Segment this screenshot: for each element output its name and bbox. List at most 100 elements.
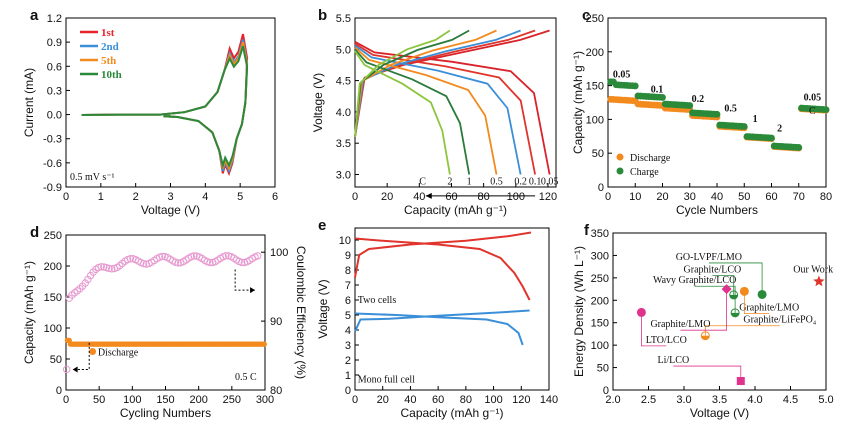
y-tick-label: 2	[345, 355, 351, 367]
data-point-Charge	[795, 144, 803, 151]
x-axis-label: Cycling Numbers	[120, 406, 211, 420]
discharge-curve-0.2	[354, 44, 522, 175]
mono-cell-charge	[354, 309, 530, 332]
y-tick-label: 3.5	[336, 138, 351, 150]
data-point-Charge	[659, 94, 666, 101]
series-label: Two cells	[358, 295, 397, 306]
leader-line	[641, 312, 667, 347]
y-tick-label: 7	[345, 280, 351, 292]
panel-f: 2.0 2.5 3.0 3.5 4.0 4.5 5.0 0 50 100 150 200 250 300 3…	[572, 222, 834, 420]
y-tick-label: 100	[44, 323, 62, 335]
x-axis-label: Cycle Numbers	[676, 203, 758, 217]
rate-label: 0.1	[651, 84, 664, 95]
x-tick-label: 4	[202, 191, 208, 203]
y-tick-label: 150	[44, 292, 62, 304]
data-point-half	[729, 294, 738, 299]
legend-label: Discharge	[630, 153, 671, 164]
y-tick-label: 6	[345, 295, 351, 307]
ce-point	[105, 264, 113, 273]
x-tick-label: 1	[98, 191, 104, 203]
y-tick-label: 250	[586, 13, 604, 25]
x-tick-label: 0	[352, 191, 358, 203]
y-axis-label: Voltage (V)	[311, 73, 325, 132]
x-tick-label: 200	[189, 394, 207, 406]
x-tick-label: 100	[123, 394, 141, 406]
x-tick-label: 3	[167, 191, 173, 203]
y-tick-label: 4.0	[336, 107, 351, 119]
arrow-head	[72, 366, 78, 373]
point-label: Graphite/LMO	[650, 319, 710, 330]
y-tick-label: 200	[591, 295, 609, 307]
rate-label: 0.05	[613, 69, 631, 80]
y-tick-label: 50	[597, 363, 609, 375]
y-tick-label: 3	[345, 340, 351, 352]
rate-label: 2	[777, 124, 782, 135]
y-axis-label: Capacity (mAh g⁻¹)	[571, 51, 585, 154]
legend-marker	[616, 153, 624, 161]
x-tick-label: 80	[820, 191, 832, 203]
leader-line	[712, 275, 735, 295]
x-tick-label: 120	[512, 394, 530, 406]
rate-label: 0.2	[514, 177, 527, 188]
rate-annotation: 0.5 C	[235, 372, 257, 383]
x-tick-label: 6	[272, 191, 278, 203]
x-tick-label: 2.5	[641, 394, 656, 406]
x-axis-label: Capacity (mAh g⁻¹)	[400, 406, 503, 420]
panel-a: 0 1 2 3 4 5 6 -0.9 -0.6 -0.3 0.0 0.3 0.6 0.9 1.2 Voltag…	[22, 7, 278, 217]
x-axis-label: Voltage (V)	[690, 406, 749, 420]
x-tick-label: 80	[478, 191, 490, 203]
leader-line	[708, 262, 763, 295]
y-tick-label: -0.6	[43, 158, 62, 170]
leader-line	[694, 285, 736, 313]
y-tick-label: -0.9	[43, 182, 62, 194]
leader-line	[704, 325, 780, 336]
x-tick-label: 2.0	[605, 394, 620, 406]
arrow-head	[250, 287, 256, 294]
x-tick-label: 100	[484, 394, 502, 406]
point-label: Our Work	[793, 264, 833, 275]
y2-tick-label: 80	[270, 385, 282, 397]
point-label: Li/LCO	[658, 355, 690, 366]
rate-label: 1	[753, 114, 758, 125]
arrow-label: C	[419, 177, 426, 188]
y-tick-label: 10	[339, 235, 351, 247]
scan-rate-annotation: 0.5 mV s⁻¹	[70, 172, 115, 183]
data-point-half	[701, 335, 710, 340]
x-tick-label: 20	[381, 191, 393, 203]
legend-label: Charge	[630, 167, 659, 178]
x-tick-label: 100	[507, 191, 525, 203]
x-tick-label: 0	[605, 191, 611, 203]
x-axis-label: Voltage (V)	[141, 203, 200, 217]
ce-point	[142, 260, 150, 268]
x-tick-label: 250	[223, 394, 241, 406]
rate-label: C	[809, 106, 816, 117]
rate-arrow-head	[425, 192, 432, 199]
legend-label: 2nd	[101, 41, 119, 53]
x-tick-label: 4.5	[783, 394, 798, 406]
two-cells-charge	[354, 231, 532, 278]
x-tick-label: 10	[629, 191, 641, 203]
legend-label: 5th	[101, 55, 116, 67]
series-label: Mono full cell	[358, 375, 415, 386]
data-point-Charge	[713, 110, 721, 118]
point-label: GO-LVPF/LMO	[676, 252, 742, 263]
rate-label: 0.5	[724, 103, 737, 114]
rate-label: 0.5	[490, 177, 503, 188]
discharge-curve-1	[354, 48, 471, 175]
data-point-Charge	[740, 123, 748, 130]
y-tick-label: 0	[56, 385, 62, 397]
rate-label: 0.2	[692, 94, 705, 105]
legend-label: 1st	[101, 27, 115, 39]
y-tick-label: 0	[598, 182, 604, 194]
panel-label: a	[30, 7, 39, 24]
y2-tick-label: 90	[270, 316, 282, 328]
plot-frame	[65, 234, 266, 391]
ce-point	[76, 285, 84, 293]
ce-point	[222, 252, 230, 260]
data-point-Charge	[768, 134, 775, 142]
x-tick-label: 60	[432, 394, 444, 406]
y-tick-label: 200	[44, 261, 62, 273]
x-tick-label: 50	[93, 394, 105, 406]
ce-point	[62, 365, 71, 374]
y-tick-label: 5.0	[336, 44, 351, 56]
